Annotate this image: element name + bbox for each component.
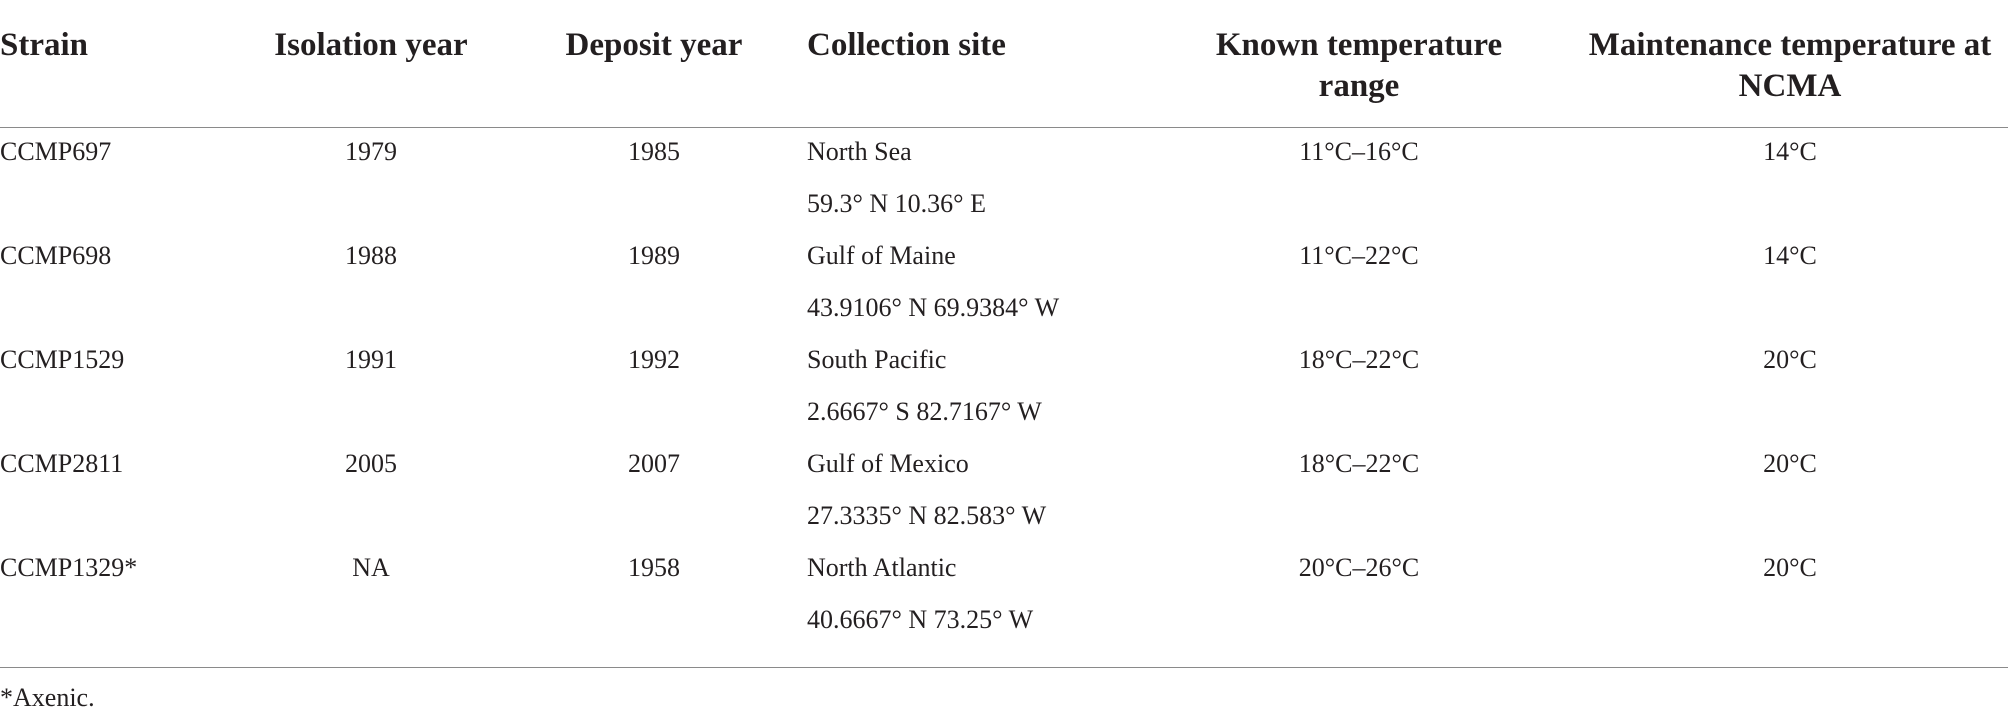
site-coordinates: 40.6667° N 73.25° W	[807, 605, 1034, 634]
deposit-year: 2007	[628, 449, 680, 478]
isolation-year: 1988	[345, 241, 397, 270]
site-coordinates: 27.3335° N 82.583° W	[807, 501, 1047, 530]
deposit-year: 1992	[628, 345, 680, 374]
temperature-range: 20°C–26°C	[1298, 553, 1420, 582]
temperature-range: 18°C–22°C	[1298, 449, 1420, 478]
column-header: Strain	[0, 27, 89, 63]
isolation-year: 1979	[345, 137, 397, 166]
strain: CCMP1329*	[0, 553, 138, 582]
deposit-year: 1958	[628, 553, 680, 582]
column-header: Isolation year	[274, 27, 468, 63]
site-name: Gulf of Maine	[807, 241, 956, 270]
column-header: Collection site	[807, 27, 1006, 63]
strain: CCMP1529	[0, 345, 125, 374]
column-header: Known temperature range	[1215, 27, 1503, 104]
maintenance-temperature: 20°C	[1763, 449, 1817, 478]
column-header: Deposit year	[565, 27, 743, 63]
temperature-range: 18°C–22°C	[1298, 345, 1420, 374]
deposit-year: 1989	[628, 241, 680, 270]
site-name: North Sea	[807, 137, 912, 166]
isolation-year: NA	[352, 553, 390, 582]
strain: CCMP698	[0, 241, 112, 270]
strain: CCMP697	[0, 137, 112, 166]
temperature-range: 11°C–16°C	[1299, 137, 1419, 166]
site-name: Gulf of Mexico	[807, 449, 969, 478]
site-coordinates: 2.6667° S 82.7167° W	[807, 397, 1042, 426]
site-coordinates: 59.3° N 10.36° E	[807, 189, 986, 218]
bottom-rule	[0, 667, 2008, 668]
header-rule	[0, 127, 2008, 128]
maintenance-temperature: 20°C	[1763, 553, 1817, 582]
isolation-year: 1991	[345, 345, 397, 374]
site-name: South Pacific	[807, 345, 947, 374]
maintenance-temperature: 14°C	[1763, 241, 1817, 270]
strain: CCMP2811	[0, 449, 124, 478]
isolation-year: 2005	[345, 449, 397, 478]
deposit-year: 1985	[628, 137, 680, 166]
site-coordinates: 43.9106° N 69.9384° W	[807, 293, 1060, 322]
maintenance-temperature: 20°C	[1763, 345, 1817, 374]
site-name: North Atlantic	[807, 553, 957, 582]
temperature-range: 11°C–22°C	[1299, 241, 1419, 270]
footnote: *Axenic.	[0, 683, 95, 712]
maintenance-temperature: 14°C	[1763, 137, 1817, 166]
column-header: Maintenance temperature at NCMA	[1588, 27, 1992, 104]
